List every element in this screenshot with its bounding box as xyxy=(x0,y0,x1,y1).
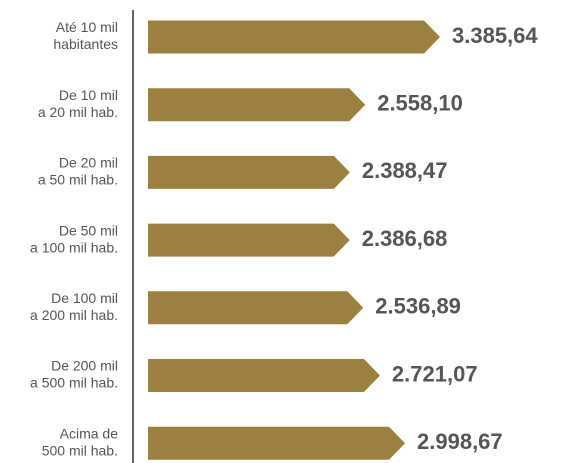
category-label: De 50 mil xyxy=(59,222,118,238)
category-label: a 100 mil hab. xyxy=(30,239,118,255)
value-label: 3.385,64 xyxy=(452,23,538,48)
category-label: habitantes xyxy=(53,36,118,52)
bar xyxy=(148,155,350,189)
category-label: a 200 mil hab. xyxy=(30,307,118,323)
category-label: De 20 mil xyxy=(59,155,118,171)
value-label: 2.386,68 xyxy=(362,226,448,251)
bar xyxy=(148,291,364,325)
category-label: 500 mil hab. xyxy=(42,442,118,458)
bar xyxy=(148,426,406,460)
category-label: a 20 mil hab. xyxy=(38,104,118,120)
category-label: De 200 mil xyxy=(51,358,118,374)
value-label: 2.721,07 xyxy=(392,361,478,386)
category-label: Acima de xyxy=(60,425,119,441)
bar xyxy=(148,20,440,54)
category-label: De 100 mil xyxy=(51,290,118,306)
value-label: 2.388,47 xyxy=(362,158,448,183)
category-label: a 500 mil hab. xyxy=(30,375,118,391)
value-label: 2.558,10 xyxy=(377,91,463,116)
bar xyxy=(148,359,380,392)
value-label: 2.536,89 xyxy=(375,294,461,319)
category-label: a 50 mil hab. xyxy=(38,172,118,188)
value-label: 2.998,67 xyxy=(417,429,503,454)
category-label: De 10 mil xyxy=(59,87,118,103)
category-label: Até 10 mil xyxy=(56,19,118,35)
bar xyxy=(148,223,350,257)
bar xyxy=(148,88,366,122)
